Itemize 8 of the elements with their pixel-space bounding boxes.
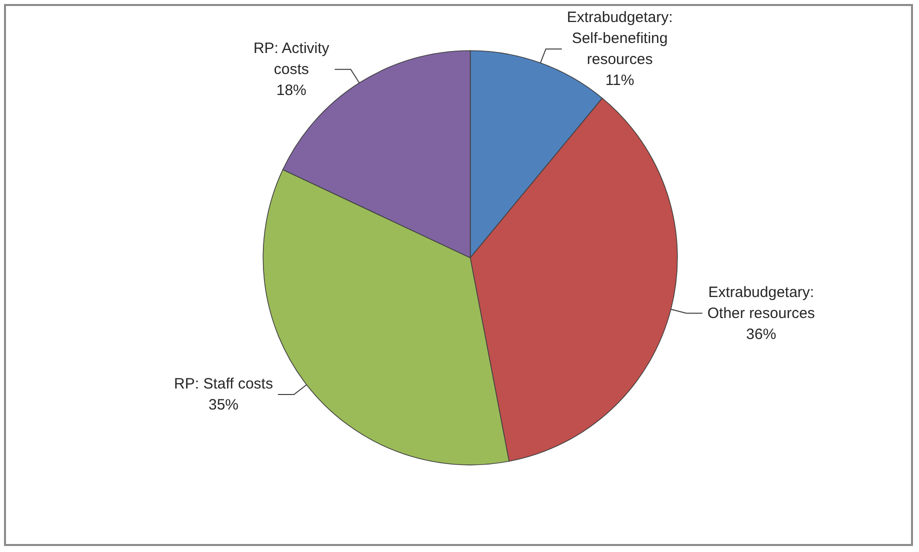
slice-label: Extrabudgetary: Self-benefiting resources (566, 9, 673, 68)
data-label: 11% (605, 72, 634, 89)
data-label: 36% (746, 326, 776, 343)
data-label: 18% (276, 82, 306, 99)
slice-label: Extrabudgetary: Other resources (707, 284, 815, 322)
slice-label: RP: Activity costs (253, 40, 330, 78)
data-label: 35% (208, 396, 239, 414)
slice-label: RP: Staff costs (174, 376, 273, 393)
